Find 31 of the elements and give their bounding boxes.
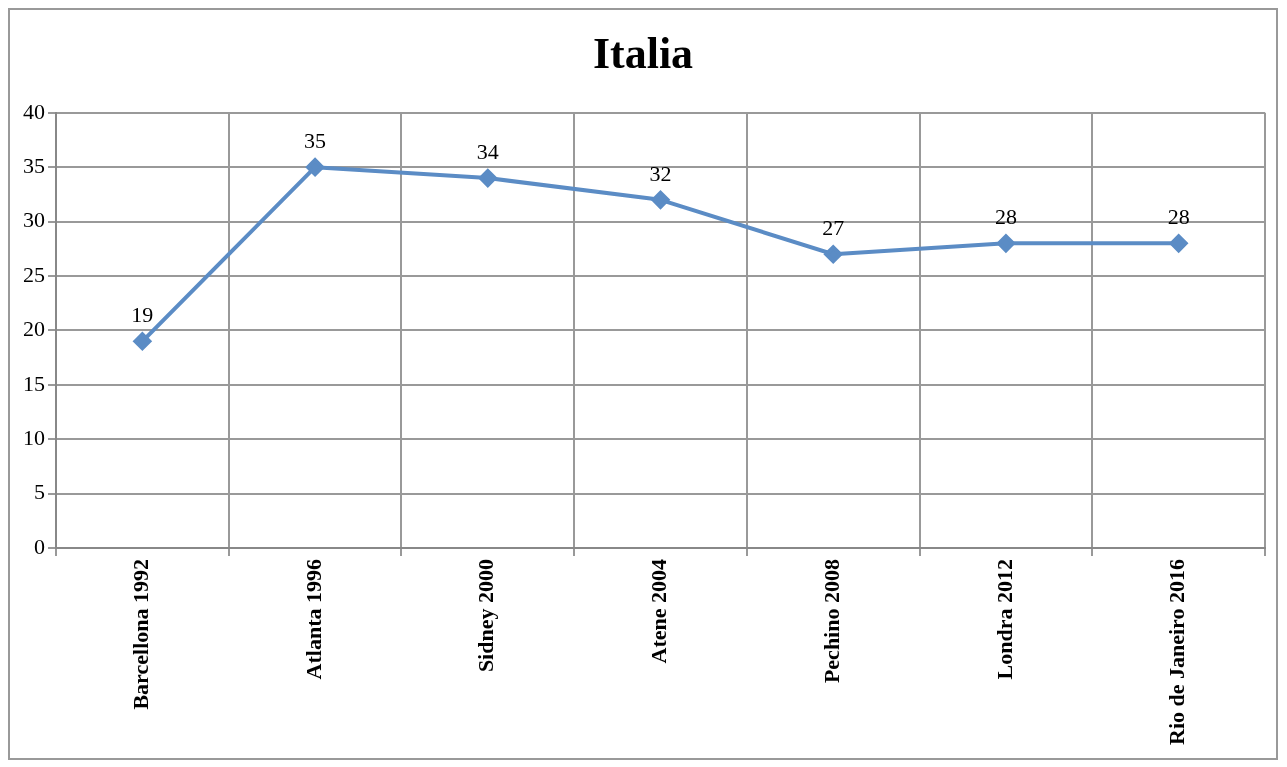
point	[478, 169, 497, 188]
data-label: 35	[304, 127, 327, 153]
chart-title: Italia	[592, 28, 694, 78]
y-tick-label: 20	[23, 316, 45, 342]
data-label: 28	[994, 204, 1017, 230]
y-tick-label: 25	[23, 261, 45, 287]
point	[133, 332, 152, 351]
point	[1169, 234, 1188, 253]
x-tick-label: Rio de Janeiro 2016	[1164, 559, 1190, 745]
data-label: 32	[649, 160, 672, 186]
x-tick-label: Sidney 2000	[473, 559, 499, 673]
y-tick-label: 35	[23, 152, 45, 178]
point	[306, 158, 325, 177]
data-label: 27	[822, 215, 845, 241]
y-tick-label: 5	[34, 479, 45, 505]
x-tick-label: Pechino 2008	[818, 559, 844, 684]
y-tick-label: 10	[23, 425, 45, 450]
point	[824, 245, 843, 264]
x-tick-label: Londra 2012	[991, 559, 1017, 680]
data-label: 34	[476, 138, 499, 164]
y-tick-label: 15	[23, 370, 45, 396]
y-tick-label: 40	[23, 98, 45, 124]
data-label: 19	[131, 302, 154, 328]
point	[651, 190, 670, 209]
x-tick-label: Barcellona 1992	[128, 559, 154, 710]
y-tick-label: 0	[34, 533, 45, 559]
x-tick-label: Atlanta 1996	[300, 559, 326, 680]
y-tick-label: 30	[23, 207, 45, 233]
point	[996, 234, 1015, 253]
x-tick-label: Atene 2004	[646, 559, 672, 664]
data-label: 28	[1167, 204, 1190, 230]
